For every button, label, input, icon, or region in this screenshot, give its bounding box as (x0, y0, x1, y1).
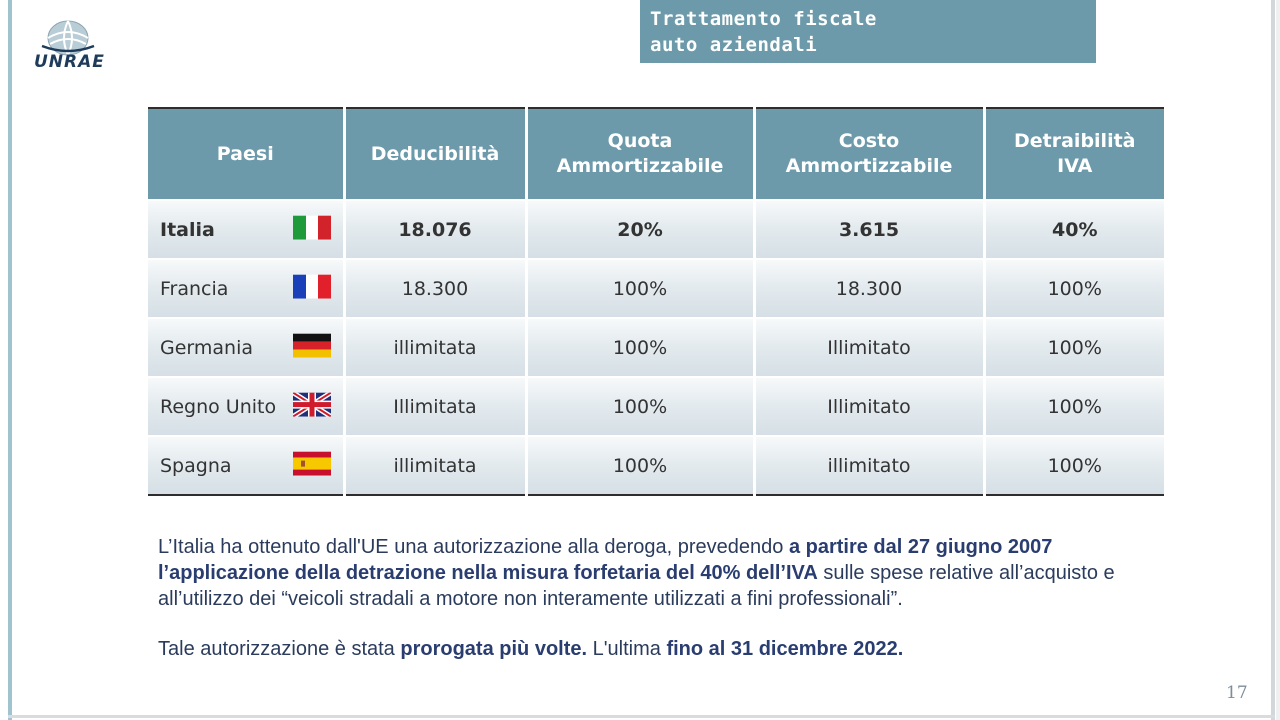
title-line-1: Trattamento fiscale (650, 8, 877, 30)
country-name: Germania (160, 336, 254, 359)
country-cell: Spagna (148, 435, 344, 496)
paragraph-deroga: L’Italia ha ottenuto dall'UE una autoriz… (158, 534, 1158, 612)
deducibilita-cell: Illimitata (342, 376, 526, 436)
tax-comparison-table: Paesi Deducibilità Quota Ammortizzabile … (148, 107, 1164, 496)
header-deducibilita: Deducibilità (342, 107, 526, 200)
germany-flag-icon (292, 333, 331, 358)
header-quota-label: Quota Ammortizzabile (556, 130, 724, 177)
table-header-row: Paesi Deducibilità Quota Ammortizzabile … (148, 107, 1164, 200)
iva-cell: 100% (982, 376, 1164, 436)
page-number: 17 (1226, 683, 1248, 703)
table-row: Spagna illimitata 100% illimitato 100% (148, 435, 1164, 496)
right-frame-shadow (1276, 0, 1280, 720)
france-flag-icon (292, 274, 331, 299)
paragraph1-bold-1: a partire dal 27 giugno 2007 l’applicazi… (158, 536, 1053, 584)
deducibilita-cell: illimitata (342, 317, 526, 377)
deducibilita-cell: 18.076 (342, 199, 526, 259)
costo-cell: Illimitato (752, 317, 984, 377)
quota-cell: 100% (524, 435, 754, 496)
iva-cell: 40% (982, 199, 1164, 259)
iva-cell: 100% (982, 317, 1164, 377)
quota-cell: 100% (524, 258, 754, 318)
slide-title: Trattamento fiscale auto aziendali (640, 0, 1096, 63)
header-iva: Detraibilità IVA (982, 107, 1164, 200)
costo-cell: illimitato (752, 435, 984, 496)
table-row: Germania illimitata 100% Illimitato 100% (148, 317, 1164, 377)
paragraph2-bold-2: fino al 31 dicembre 2022. (666, 638, 904, 660)
iva-cell: 100% (982, 435, 1164, 496)
spain-flag-icon (292, 451, 331, 476)
quota-cell: 20% (524, 199, 754, 259)
uk-flag-icon (292, 392, 331, 417)
right-frame-border (1271, 0, 1275, 720)
paragraph2-text-2: L'ultima (587, 638, 667, 660)
quota-cell: 100% (524, 376, 754, 436)
paragraph-proroga: Tale autorizzazione è stata prorogata pi… (158, 636, 1158, 662)
header-quota: Quota Ammortizzabile (524, 107, 754, 200)
title-line-2: auto aziendali (650, 34, 818, 56)
globe-logo-icon (41, 20, 95, 56)
paragraph2-bold-1: prorogata più volte. (400, 638, 588, 660)
unrae-logo: UNRAE (34, 16, 104, 72)
costo-cell: 18.300 (752, 258, 984, 318)
logo-text: UNRAE (34, 52, 105, 72)
country-name: Spagna (160, 454, 232, 477)
left-frame-border (8, 0, 12, 720)
table-row: Italia 18.076 20% 3.615 40% (148, 199, 1164, 259)
country-name: Regno Unito (160, 395, 277, 418)
table-row: Regno Unito Illimitata 100% Illimitato 1… (148, 376, 1164, 436)
header-costo-label: Costo Ammortizzabile (785, 130, 953, 177)
country-name: Italia (160, 218, 215, 241)
iva-cell: 100% (982, 258, 1164, 318)
deducibilita-cell: 18.300 (342, 258, 526, 318)
country-cell: Italia (148, 199, 344, 259)
deducibilita-cell: illimitata (342, 435, 526, 496)
quota-cell: 100% (524, 317, 754, 377)
country-cell: Regno Unito (148, 376, 344, 436)
costo-cell: Illimitato (752, 376, 984, 436)
bottom-frame-border (8, 715, 1275, 718)
header-paesi: Paesi (148, 107, 344, 200)
country-cell: Francia (148, 258, 344, 318)
table-row: Francia 18.300 100% 18.300 100% (148, 258, 1164, 318)
header-iva-label: Detraibilità IVA (1014, 130, 1136, 177)
country-cell: Germania (148, 317, 344, 377)
header-costo: Costo Ammortizzabile (752, 107, 984, 200)
costo-cell: 3.615 (752, 199, 984, 259)
paragraph1-text-1: L’Italia ha ottenuto dall'UE una autoriz… (158, 536, 789, 558)
paragraph2-text-1: Tale autorizzazione è stata (158, 638, 401, 660)
paragraph1-text-2: sulle spese relative all’acquisto e all’… (158, 562, 1115, 610)
italy-flag-icon (292, 215, 331, 240)
country-name: Francia (160, 277, 229, 300)
